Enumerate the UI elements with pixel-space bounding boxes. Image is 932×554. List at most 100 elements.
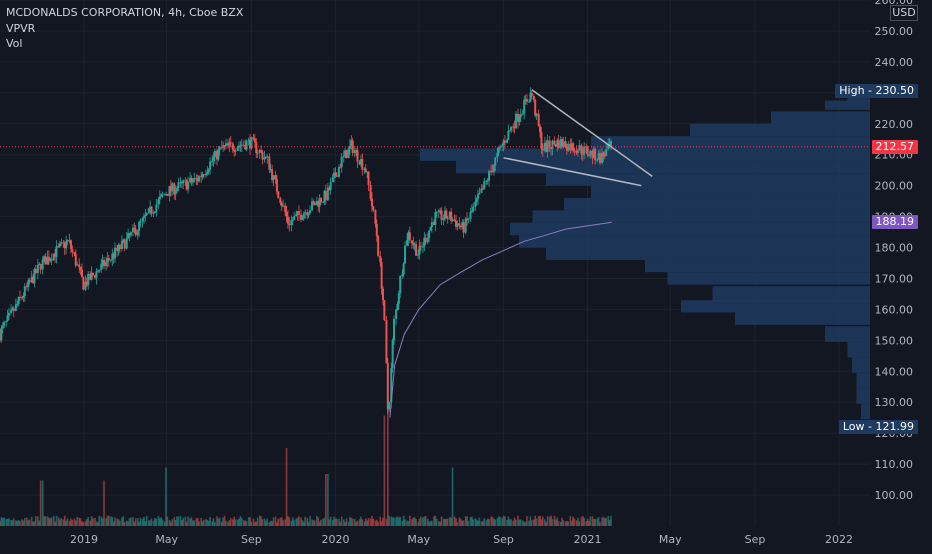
- candle-body: [359, 159, 362, 165]
- candle-body: [249, 139, 252, 149]
- candle-body: [556, 140, 559, 147]
- volume-bar: [435, 518, 438, 526]
- volume-bar: [232, 519, 234, 526]
- candle-body: [49, 258, 52, 262]
- volume-bar: [396, 516, 399, 526]
- candle-body: [30, 276, 33, 283]
- candle-body: [296, 211, 299, 215]
- volume-bar: [161, 519, 164, 526]
- candle-body: [269, 169, 272, 171]
- volume-bar: [245, 521, 248, 526]
- volume-bar: [141, 518, 144, 526]
- volume-bar: [168, 520, 171, 526]
- volume-bar: [478, 517, 481, 526]
- candle-body: [534, 99, 537, 116]
- candle-body: [521, 113, 524, 115]
- volume-bar: [16, 520, 19, 526]
- volume-bar: [483, 518, 486, 526]
- candle-body: [142, 215, 145, 219]
- candle-body: [128, 233, 131, 236]
- volume-bar: [52, 516, 55, 526]
- volume-bar: [271, 521, 273, 526]
- volume-bar: [540, 519, 543, 526]
- candle-body: [284, 205, 287, 212]
- candle-body: [244, 145, 247, 150]
- volume-bar: [387, 396, 389, 526]
- candle-body: [200, 176, 203, 178]
- candle-body: [222, 145, 225, 148]
- volume-bar: [78, 517, 81, 526]
- volume-bar: [313, 520, 316, 526]
- volume-bar: [490, 516, 492, 526]
- volume-bar: [546, 516, 549, 526]
- candle-body: [96, 271, 99, 273]
- x-axis-tick-label: May: [155, 533, 178, 546]
- volume-bar: [586, 518, 589, 526]
- candle-body: [372, 206, 375, 211]
- volume-bar: [453, 516, 456, 526]
- volume-bar: [464, 516, 467, 526]
- candle-body: [264, 156, 267, 158]
- candle-body: [406, 239, 409, 246]
- candle-body: [412, 243, 415, 245]
- volume-bar: [519, 519, 522, 526]
- volume-bar: [105, 517, 107, 526]
- volume-bar: [349, 516, 351, 526]
- volume-bar: [417, 522, 419, 526]
- volume-bar: [300, 517, 302, 526]
- candle-body: [370, 198, 373, 207]
- volume-bar: [274, 516, 277, 526]
- volume-bar: [89, 520, 92, 526]
- volume-bar: [37, 516, 39, 526]
- volume-bar: [193, 520, 196, 526]
- volume-bar: [557, 520, 560, 526]
- candle-body: [288, 223, 291, 226]
- volume-bar: [23, 517, 26, 526]
- volume-profile-bar: [861, 403, 870, 420]
- candle-body: [440, 210, 443, 220]
- candle-body: [209, 161, 212, 170]
- volume-bar: [526, 516, 528, 526]
- candle-body: [133, 227, 136, 230]
- candle-body: [253, 138, 256, 143]
- volume-bar: [240, 517, 243, 526]
- volume-bar: [510, 519, 512, 526]
- volume-bar: [499, 516, 501, 526]
- volume-bar: [95, 521, 98, 526]
- candle-body: [66, 240, 69, 242]
- volume-bar: [154, 518, 156, 526]
- volume-bar: [254, 522, 256, 526]
- volume-bar: [166, 516, 169, 526]
- volume-bar: [333, 516, 335, 526]
- volume-bar: [285, 448, 288, 526]
- candle-body: [481, 188, 484, 190]
- candle-body: [158, 196, 161, 200]
- vpvr-indicator-label[interactable]: VPVR: [6, 22, 36, 35]
- volume-bar: [366, 520, 368, 526]
- volume-bar: [351, 518, 354, 526]
- candle-body: [446, 218, 449, 220]
- volume-bar: [189, 518, 191, 526]
- volume-bar: [318, 521, 321, 526]
- volume-profile-bar: [847, 341, 870, 358]
- volume-bar: [409, 515, 411, 526]
- volume-profile-bar: [510, 222, 870, 236]
- volume-bar: [602, 516, 605, 526]
- candle-body: [580, 145, 583, 154]
- volume-bar: [358, 519, 361, 526]
- candle-body: [377, 236, 380, 256]
- candle-body: [351, 140, 354, 154]
- candle-body: [71, 248, 74, 252]
- volume-bar: [144, 520, 147, 526]
- volume-bar: [334, 518, 337, 526]
- currency-label[interactable]: USD: [890, 5, 918, 21]
- volume-indicator-label[interactable]: Vol: [6, 37, 23, 50]
- candle-body: [390, 368, 393, 402]
- candle-body: [204, 173, 207, 176]
- volume-bar: [177, 516, 180, 526]
- volume-bar: [445, 518, 448, 526]
- candle-body: [356, 150, 359, 162]
- candle-body: [603, 155, 606, 157]
